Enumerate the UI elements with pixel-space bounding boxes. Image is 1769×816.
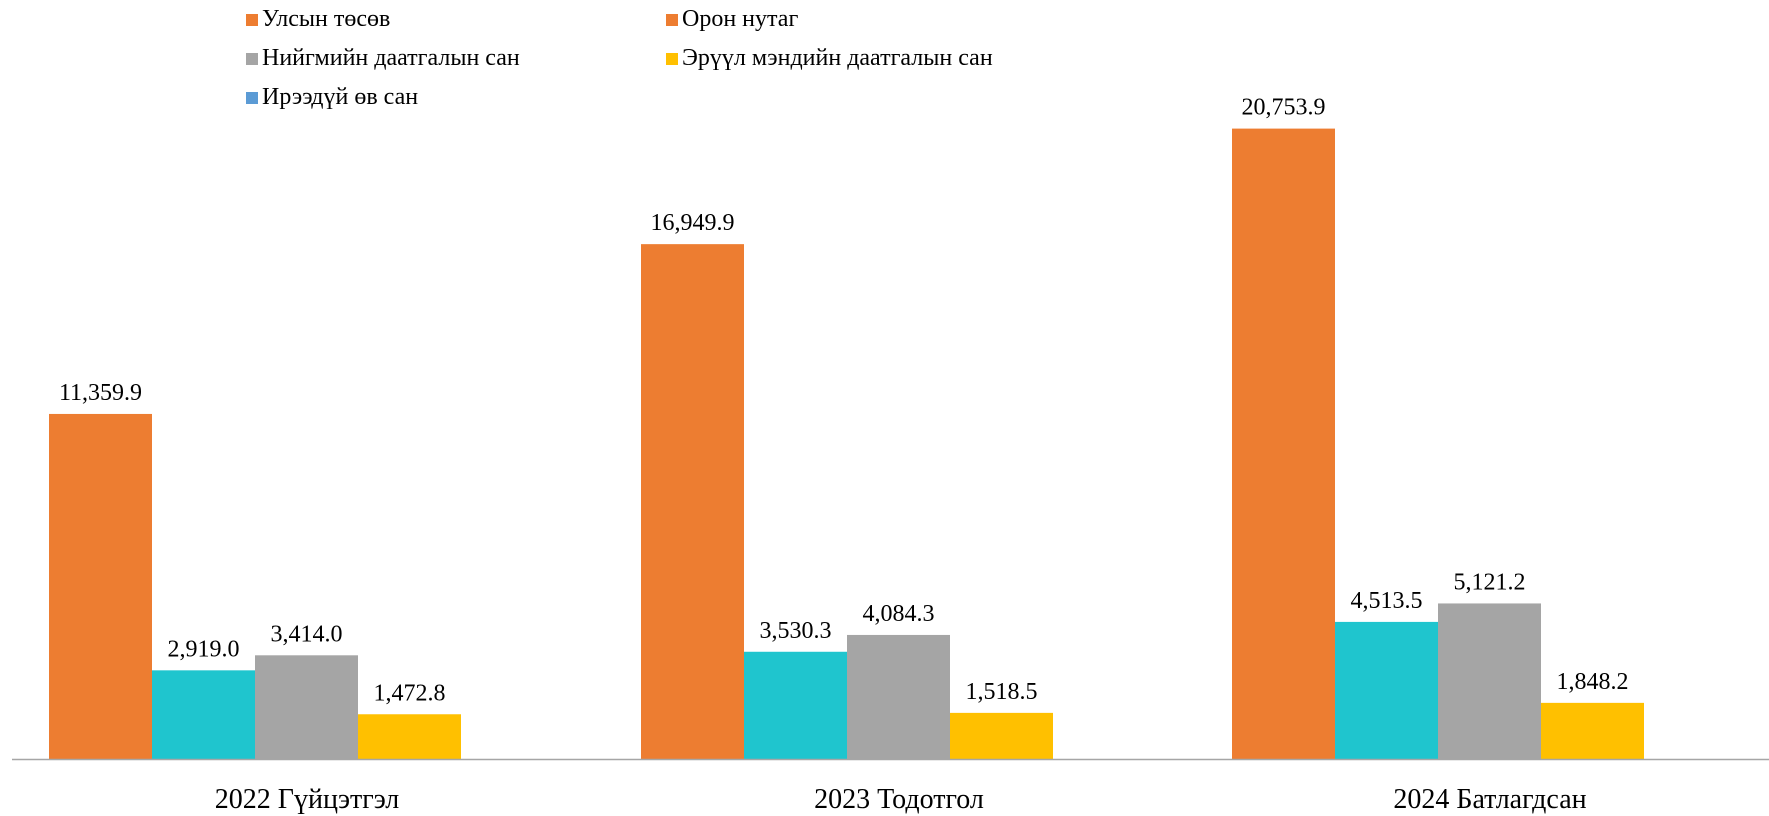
bar [1438, 603, 1541, 759]
legend-item: Эрүүл мэндийн даатгалын сан [666, 45, 993, 72]
data-label: 20,753.9 [1242, 95, 1326, 121]
data-label: 4,084.3 [863, 601, 935, 627]
legend-item: Улсын төсөв [246, 6, 390, 33]
legend-label: Орон нутаг [682, 6, 799, 32]
data-label: 16,949.9 [651, 210, 735, 236]
legend-swatch [666, 13, 678, 26]
legend-item: Орон нутаг [666, 6, 798, 33]
bar [1232, 128, 1335, 759]
data-label: 2,919.0 [168, 636, 240, 662]
data-label: 11,359.9 [59, 380, 142, 406]
legend-swatch [246, 13, 258, 26]
bar [358, 714, 461, 759]
bar [1335, 621, 1438, 759]
legend-swatch [246, 91, 258, 104]
x-tick-label: 2023 Тодотгол [814, 784, 984, 815]
data-label: 1,472.8 [374, 680, 446, 706]
data-label: 1,848.2 [1557, 669, 1629, 695]
legend-item: Ирээдүй өв сан [246, 84, 418, 111]
data-label: 4,513.5 [1351, 588, 1423, 614]
bar [847, 634, 950, 759]
legend-label: Ирээдүй өв сан [262, 84, 419, 110]
x-tick-label: 2022 Гүйцэтгэл [215, 784, 399, 815]
bar [641, 244, 744, 759]
bar [255, 655, 358, 759]
bar [950, 712, 1053, 759]
data-label: 1,518.5 [966, 679, 1038, 705]
bar [744, 651, 847, 759]
legend-item: Нийгмийн даатгалын сан [246, 45, 520, 72]
legend-label: Нийгмийн даатгалын сан [262, 45, 520, 71]
data-label: 3,530.3 [760, 618, 832, 644]
legend-swatch [246, 52, 258, 65]
bar [49, 413, 152, 759]
chart-legend: Улсын төсөв Орон нутаг Нийгмийн даатгалын … [0, 0, 1769, 120]
bar [1541, 702, 1644, 759]
x-tick-label: 2024 Батлагдсан [1393, 784, 1586, 815]
legend-swatch [666, 52, 678, 65]
data-label: 5,121.2 [1454, 569, 1526, 595]
legend-label: Улсын төсөв [262, 6, 391, 32]
bar [152, 670, 255, 759]
legend-label: Эрүүл мэндийн даатгалын сан [682, 45, 993, 71]
data-label: 3,414.0 [271, 621, 343, 647]
